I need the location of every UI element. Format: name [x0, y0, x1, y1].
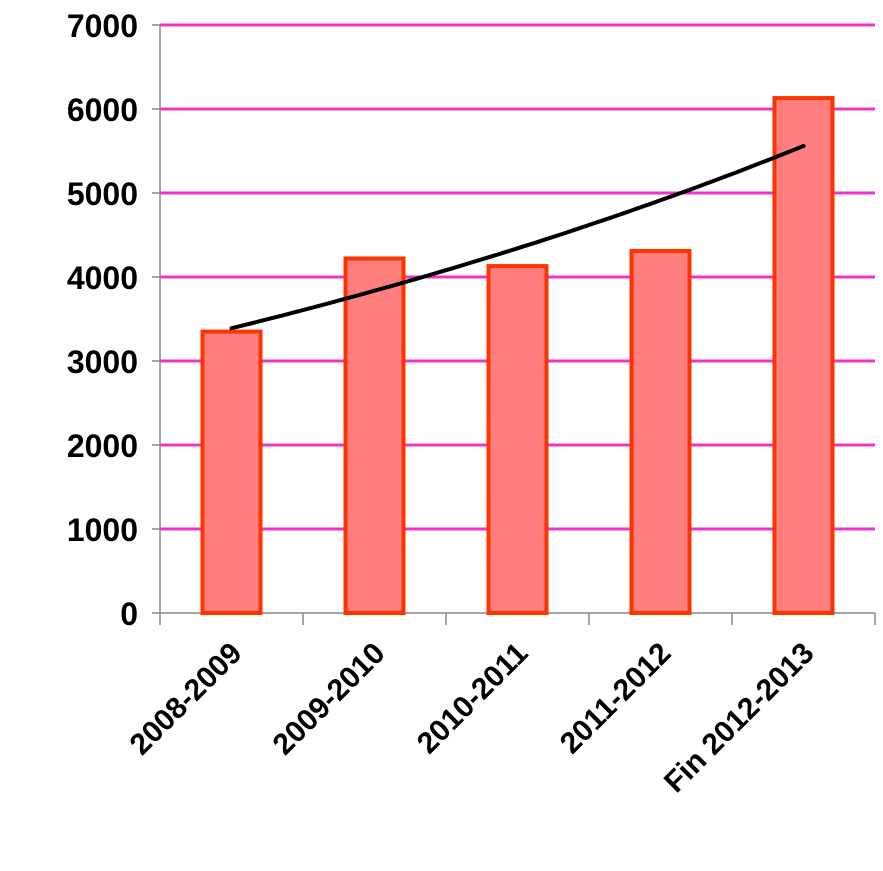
bar-3: [629, 248, 692, 616]
bars: [200, 96, 835, 616]
x-axis-tick-labels: 2008-2009 2009-2010 2010-2011 2011-2012Fin …: [124, 637, 821, 799]
bar-2: [486, 264, 549, 615]
y-tick-label: 4000: [67, 260, 138, 296]
trendline-group: [229, 144, 806, 331]
trendline: [229, 144, 806, 331]
bar-1: [343, 256, 406, 615]
x-tick-label: 2010-2011: [411, 637, 535, 761]
y-tick-label: 2000: [67, 428, 138, 464]
y-tick-label: 0: [120, 596, 138, 632]
x-tick-label: 2011-2012: [554, 637, 678, 761]
y-tick-label: 6000: [67, 92, 138, 128]
y-tick-label: 3000: [67, 344, 138, 380]
y-tick-label: 7000: [67, 8, 138, 44]
x-tick-label: 2009-2010: [267, 637, 392, 762]
y-tick-label: 1000: [67, 512, 138, 548]
y-axis-tick-labels: 0 1000 2000 3000 4000 5000 6000 7000: [67, 8, 138, 632]
x-tick-label: 2008-2009: [124, 637, 249, 762]
x-tick-label: Fin 2012-2013: [658, 637, 820, 799]
y-tick-label: 5000: [67, 176, 138, 212]
bar-0: [200, 329, 263, 615]
bar-4: [772, 96, 835, 615]
